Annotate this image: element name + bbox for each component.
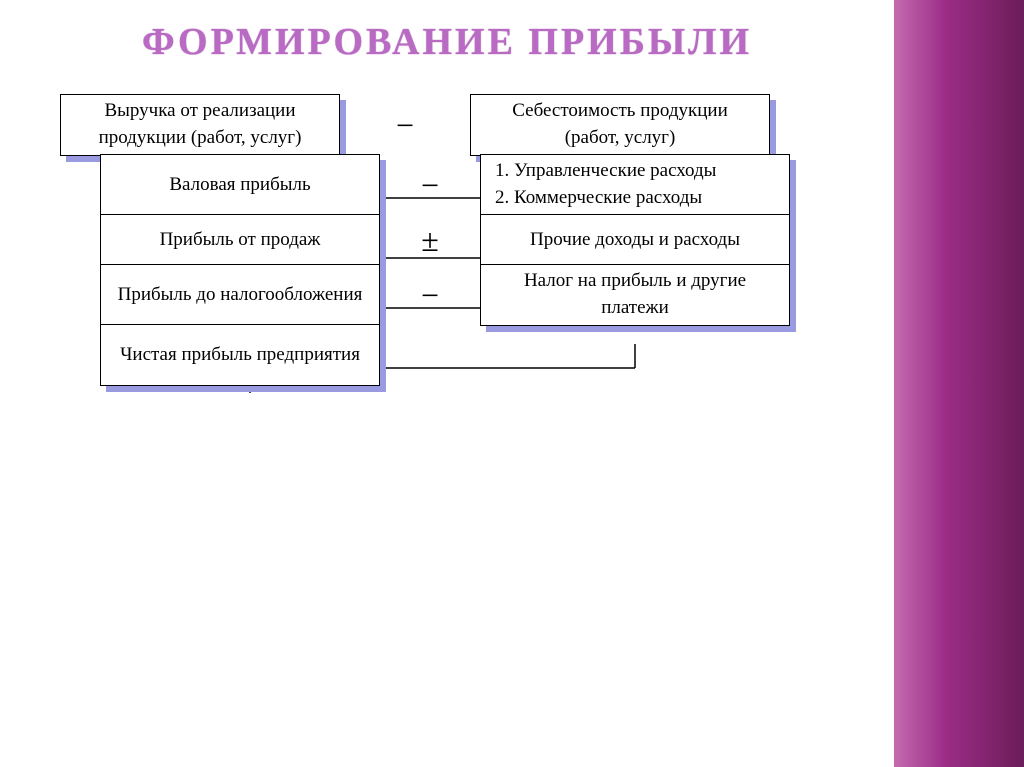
box-gross-profit: Валовая прибыль: [100, 154, 380, 216]
box-expenses-label: 1. Управленческие расходы 2. Коммерчески…: [495, 158, 716, 211]
box-net-profit: Чистая прибыль предприятия: [100, 324, 380, 386]
box-revenue-label: Выручка от реализации продукции (работ, …: [75, 98, 325, 151]
operator-minus-1: −: [340, 107, 470, 144]
operator-minus-4: −: [380, 277, 480, 314]
box-tax-label: Налог на прибыль и другие платежи: [495, 268, 775, 321]
row-5: Чистая прибыль предприятия: [100, 324, 844, 386]
flowchart: Выручка от реализации продукции (работ, …: [0, 64, 894, 386]
box-pretax-profit: Прибыль до налогообложения: [100, 264, 380, 326]
operator-plusminus: ±: [380, 222, 480, 259]
box-net-profit-label: Чистая прибыль предприятия: [120, 342, 360, 369]
slide-title: ФОРМИРОВАНИЕ ПРИБЫЛИ: [0, 0, 894, 64]
box-tax: Налог на прибыль и другие платежи: [480, 264, 790, 326]
background-gradient: [894, 0, 1024, 767]
box-expenses: 1. Управленческие расходы 2. Коммерчески…: [480, 154, 790, 216]
box-revenue: Выручка от реализации продукции (работ, …: [60, 94, 340, 156]
box-other-label: Прочие доходы и расходы: [530, 227, 740, 254]
row-4: Прибыль до налогообложения − Налог на пр…: [100, 264, 844, 326]
box-sales-profit-label: Прибыль от продаж: [160, 227, 321, 254]
box-other: Прочие доходы и расходы: [480, 214, 790, 266]
row-3: Прибыль от продаж ± Прочие доходы и расх…: [100, 214, 844, 266]
box-sales-profit: Прибыль от продаж: [100, 214, 380, 266]
box-gross-profit-label: Валовая прибыль: [169, 172, 310, 199]
box-cost: Себестоимость продукции (работ, услуг): [470, 94, 770, 156]
operator-minus-2: −: [380, 167, 480, 204]
box-pretax-profit-label: Прибыль до налогообложения: [118, 282, 363, 309]
box-cost-label: Себестоимость продукции (работ, услуг): [485, 98, 755, 151]
row-1: Выручка от реализации продукции (работ, …: [60, 94, 844, 156]
row-2: Валовая прибыль − 1. Управленческие расх…: [100, 154, 844, 216]
